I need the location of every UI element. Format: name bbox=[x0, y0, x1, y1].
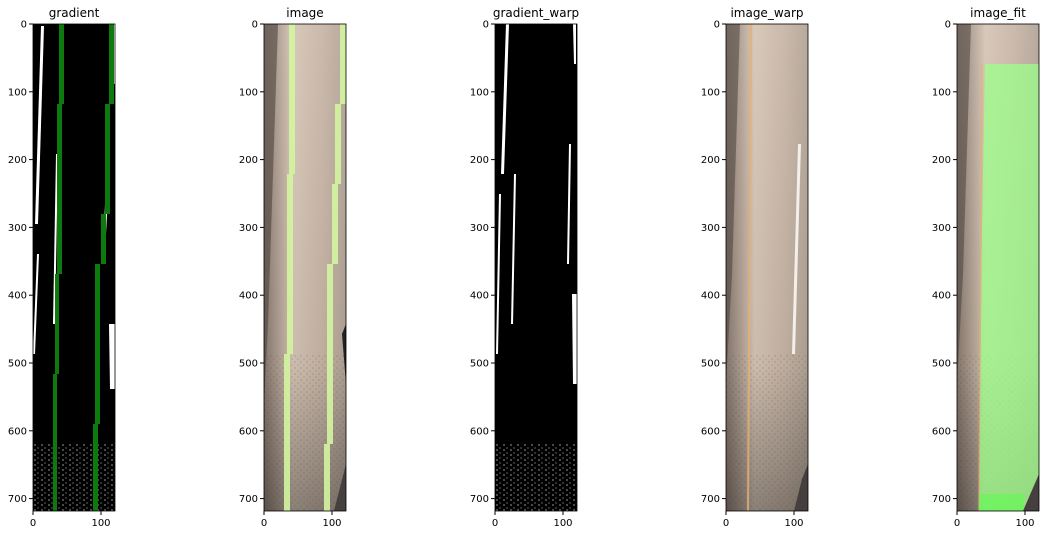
panel-image-warp: image_warp 0 100 0 100 200 300 400 500 600 700 bbox=[701, 6, 809, 529]
x-tick-label: 0 bbox=[723, 518, 729, 529]
panel-title: gradient_warp bbox=[493, 6, 579, 20]
y-tick-label: 0 bbox=[945, 20, 951, 31]
y-tick-label: 600 bbox=[239, 426, 258, 437]
y-tick-label: 100 bbox=[239, 87, 258, 98]
x-tick-label: 0 bbox=[30, 518, 36, 529]
panel-title: gradient bbox=[49, 6, 100, 20]
y-tick-label: 100 bbox=[470, 87, 489, 98]
y-tick-label: 400 bbox=[239, 291, 258, 302]
x-tick-label: 100 bbox=[91, 518, 110, 529]
y-tick-label: 0 bbox=[21, 20, 27, 31]
y-tick-label: 200 bbox=[239, 155, 258, 166]
x-axis: 0 100 bbox=[492, 511, 573, 529]
y-tick-label: 100 bbox=[932, 87, 951, 98]
y-tick-label: 300 bbox=[701, 223, 720, 234]
panel-image: image 0 100 0 100 200 300 400 500 600 700 bbox=[239, 6, 347, 529]
y-tick-label: 200 bbox=[470, 155, 489, 166]
x-tick-label: 0 bbox=[261, 518, 267, 529]
x-tick-label: 0 bbox=[954, 518, 960, 529]
panel-title: image_fit bbox=[970, 6, 1026, 20]
y-tick-label: 600 bbox=[8, 426, 27, 437]
lane-window-right bbox=[324, 24, 346, 511]
y-axis: 0 100 200 300 400 500 600 700 bbox=[701, 20, 726, 505]
lane-window-right bbox=[93, 24, 114, 511]
x-tick-label: 100 bbox=[784, 518, 803, 529]
panel-image-fit: image_fit 0 100 0 100 200 300 400 500 600 700 bbox=[932, 6, 1040, 529]
binary-white-pixels bbox=[495, 24, 577, 511]
y-tick-label: 100 bbox=[8, 87, 27, 98]
lane-window-left bbox=[53, 24, 64, 511]
x-tick-label: 100 bbox=[1015, 518, 1034, 529]
x-axis: 0 100 bbox=[723, 511, 804, 529]
y-tick-label: 300 bbox=[8, 223, 27, 234]
lane-window-left bbox=[284, 24, 295, 511]
y-tick-label: 400 bbox=[470, 291, 489, 302]
y-tick-label: 0 bbox=[252, 20, 258, 31]
y-axis: 0 100 200 300 400 500 600 700 bbox=[470, 20, 495, 505]
y-tick-label: 400 bbox=[932, 291, 951, 302]
binary-image bbox=[33, 24, 115, 511]
x-tick-label: 0 bbox=[492, 518, 498, 529]
y-axis: 0 100 200 300 400 500 600 700 bbox=[932, 20, 957, 505]
x-axis: 0 100 bbox=[954, 511, 1035, 529]
y-axis: 0 100 200 300 400 500 600 700 bbox=[239, 20, 264, 505]
y-tick-label: 0 bbox=[483, 20, 489, 31]
panel-title: image bbox=[286, 6, 323, 20]
y-tick-label: 600 bbox=[470, 426, 489, 437]
y-tick-label: 200 bbox=[701, 155, 720, 166]
y-tick-label: 500 bbox=[932, 359, 951, 370]
panel-title: image_warp bbox=[730, 6, 803, 20]
y-tick-label: 500 bbox=[470, 359, 489, 370]
y-tick-label: 200 bbox=[8, 155, 27, 166]
x-tick-label: 100 bbox=[322, 518, 341, 529]
y-tick-label: 0 bbox=[714, 20, 720, 31]
y-tick-label: 600 bbox=[701, 426, 720, 437]
y-tick-label: 500 bbox=[701, 359, 720, 370]
y-tick-label: 400 bbox=[701, 291, 720, 302]
panel-gradient: gradient 0 100 bbox=[8, 6, 116, 529]
y-tick-label: 700 bbox=[239, 494, 258, 505]
lane-fit-region bbox=[979, 64, 1039, 511]
y-tick-label: 500 bbox=[239, 359, 258, 370]
y-tick-label: 100 bbox=[701, 87, 720, 98]
y-tick-label: 300 bbox=[239, 223, 258, 234]
y-tick-label: 700 bbox=[701, 494, 720, 505]
x-axis: 0 100 bbox=[261, 511, 342, 529]
y-tick-label: 700 bbox=[932, 494, 951, 505]
y-tick-label: 200 bbox=[932, 155, 951, 166]
binary-image bbox=[495, 24, 577, 511]
y-tick-label: 700 bbox=[8, 494, 27, 505]
y-tick-label: 600 bbox=[932, 426, 951, 437]
y-axis: 0 100 200 300 400 500 600 700 bbox=[8, 20, 33, 505]
y-tick-label: 300 bbox=[932, 223, 951, 234]
x-axis: 0 100 bbox=[30, 511, 111, 529]
y-tick-label: 300 bbox=[470, 223, 489, 234]
x-tick-label: 100 bbox=[553, 518, 572, 529]
y-tick-label: 400 bbox=[8, 291, 27, 302]
y-tick-label: 700 bbox=[470, 494, 489, 505]
panel-gradient-warp: gradient_warp 0 100 0 100 200 300 400 500 600 7… bbox=[470, 6, 579, 529]
y-tick-label: 500 bbox=[8, 359, 27, 370]
